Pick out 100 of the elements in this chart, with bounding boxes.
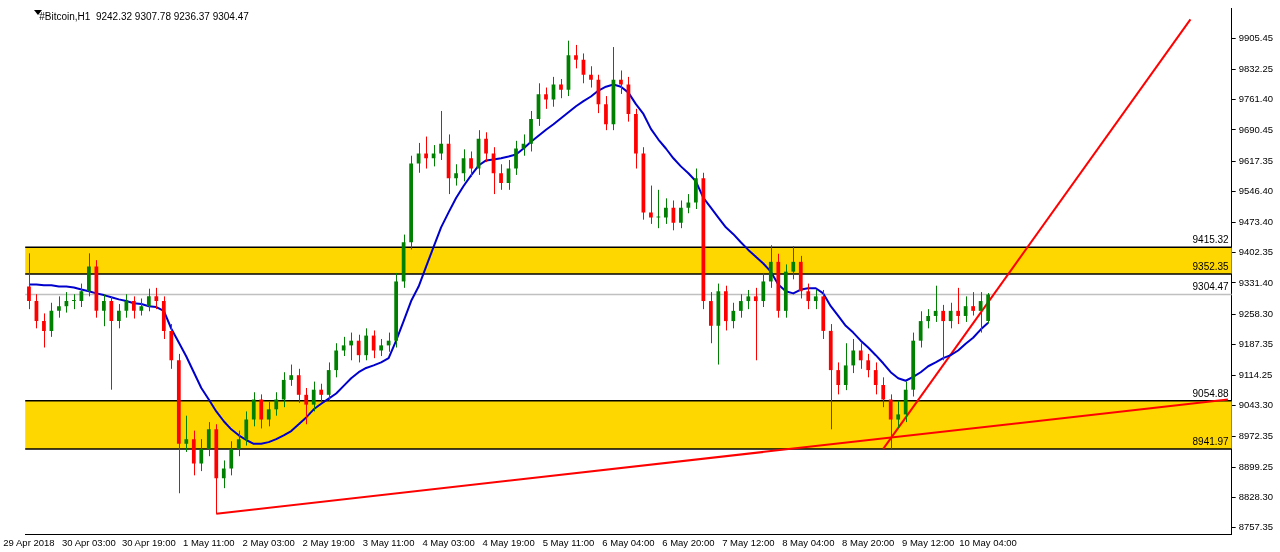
candlestick [926, 308, 931, 329]
candlestick [251, 391, 256, 427]
candlestick [154, 287, 159, 310]
candlestick [102, 293, 106, 327]
y-tick-label: 9187.35 [1238, 338, 1273, 349]
x-tick-label: 6 May 04:00 [602, 536, 655, 548]
x-tick-label: 8 May 20:00 [842, 536, 895, 548]
y-tick-label: 9043.30 [1238, 399, 1273, 411]
x-tick-label: 4 May 03:00 [422, 536, 475, 548]
x-tick-label: 10 May 04:00 [959, 536, 1017, 548]
x-tick-label: 1 May 11:00 [183, 536, 235, 548]
candlestick [259, 393, 264, 429]
x-tick-label: 2 May 03:00 [242, 536, 295, 548]
candlestick [881, 376, 886, 408]
candlestick [948, 302, 953, 329]
ref-line-label: 9054.88 [1192, 387, 1230, 399]
x-tick-label: 6 May 20:00 [662, 536, 715, 548]
candlestick [484, 131, 488, 163]
y-tick-label: 9114.25 [1238, 369, 1273, 381]
y-tick-label: 9761.40 [1238, 93, 1273, 105]
candlestick [761, 272, 766, 308]
candlestick [266, 401, 271, 427]
candlestick [206, 421, 211, 457]
candlestick [619, 70, 623, 95]
candlestick [956, 287, 961, 325]
candlestick [199, 438, 204, 472]
candlestick [589, 65, 593, 89]
y-tick-label: 9402.35 [1238, 246, 1273, 258]
y-tick-label: 8757.35 [1238, 521, 1273, 533]
candlestick [738, 293, 743, 319]
candlestick [124, 293, 129, 319]
ref-line-label: 9352.35 [1192, 260, 1230, 272]
candlestick [72, 293, 76, 310]
candlestick [296, 368, 301, 404]
candlestick [768, 244, 773, 289]
candlestick [813, 289, 818, 310]
x-tick-label: 5 May 11:00 [542, 536, 595, 548]
candlestick [469, 150, 473, 178]
y-tick-label: 8899.25 [1238, 460, 1273, 472]
candlestick [679, 199, 683, 229]
candlestick [371, 329, 376, 359]
candlestick [664, 197, 668, 225]
x-tick-label: 7 May 12:00 [722, 536, 775, 548]
candlestick [319, 383, 324, 404]
candlestick [42, 312, 46, 349]
candlestick [499, 163, 503, 191]
x-tick-label: 4 May 19:00 [482, 536, 535, 548]
candlestick [281, 371, 286, 408]
candlestick [836, 361, 841, 395]
y-tick-label: 8828.30 [1238, 491, 1273, 503]
candlestick [439, 110, 443, 161]
candlestick [851, 338, 856, 374]
y-tick-label: 9331.40 [1238, 276, 1273, 288]
candlestick [731, 302, 736, 329]
candlestick [117, 303, 121, 329]
candlestick [806, 283, 811, 310]
candlestick [918, 310, 923, 349]
candlestick [274, 391, 279, 417]
candlestick [896, 400, 901, 429]
chart-title: #Bitcoin,H1 9242.32 9307.78 9236.37 9304.47 [39, 11, 250, 23]
y-tick-label: 9258.30 [1238, 307, 1273, 319]
y-tick-label: 9473.40 [1238, 216, 1273, 228]
candlestick [289, 364, 294, 387]
x-tick-label: 29 Apr 2018 [3, 536, 55, 548]
candlestick [341, 336, 346, 357]
y-tick-label: 9690.45 [1238, 123, 1273, 135]
candlestick [873, 361, 878, 395]
candlestick [858, 342, 863, 370]
candlestick [971, 291, 976, 317]
candlestick [221, 459, 226, 489]
candlestick [229, 440, 234, 476]
candlestick [574, 44, 578, 69]
candlestick [146, 288, 151, 312]
candlestick [866, 353, 871, 378]
candlestick [791, 245, 796, 280]
candlestick [978, 291, 983, 334]
y-tick-label: 8972.35 [1238, 429, 1273, 441]
y-tick-label: 9905.45 [1238, 31, 1273, 43]
candlestick [27, 252, 31, 310]
candlestick [753, 287, 758, 361]
candlestick [514, 140, 518, 176]
candlestick [131, 295, 136, 320]
x-tick-label: 30 Apr 19:00 [121, 536, 176, 548]
candlestick [184, 415, 189, 453]
candlestick [304, 387, 309, 425]
candlestick [604, 95, 608, 131]
candlestick [364, 327, 369, 361]
candlestick [311, 381, 316, 412]
x-tick-label: 8 May 04:00 [782, 536, 835, 548]
candlestick [559, 78, 563, 99]
candlestick [236, 430, 241, 457]
ref-line-label: 9415.32 [1192, 233, 1230, 245]
y-tick-label: 9617.35 [1238, 154, 1273, 166]
ref-line-label: 8941.97 [1192, 435, 1230, 447]
x-tick-label: 2 May 19:00 [302, 536, 355, 548]
candlestick [941, 304, 946, 361]
ref-line-label: 9304.47 [1192, 281, 1230, 293]
x-tick-label: 3 May 11:00 [362, 536, 415, 548]
candlestick [334, 342, 339, 378]
candlestick [933, 285, 938, 323]
